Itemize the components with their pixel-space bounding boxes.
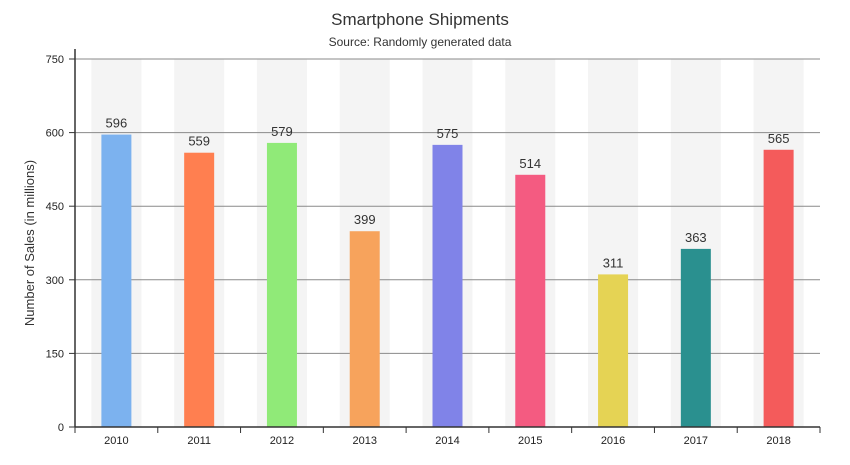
x-tick-label: 2010 (104, 435, 128, 447)
data-label: 565 (768, 131, 790, 146)
bar-2013 (349, 231, 380, 427)
bar-2016 (598, 274, 629, 427)
bar-2010 (101, 134, 132, 427)
data-label: 559 (188, 134, 210, 149)
data-label: 363 (685, 230, 707, 245)
y-tick-label: 150 (46, 348, 64, 360)
bars (101, 134, 794, 428)
bar-2017 (680, 248, 711, 427)
x-tick-label: 2013 (352, 435, 376, 447)
y-tick-label: 450 (46, 201, 64, 213)
y-axis-label: Number of Sales (in millions) (22, 160, 37, 326)
data-labels: 596 559 579 399 575 514 311 363 565 (106, 116, 790, 271)
y-tick-label: 750 (46, 54, 64, 66)
data-label: 596 (106, 116, 128, 131)
data-label: 579 (271, 124, 293, 139)
x-tick-label: 2017 (684, 435, 708, 447)
data-label: 575 (437, 126, 459, 141)
bar-2011 (184, 152, 215, 427)
chart-title: Smartphone Shipments (331, 10, 509, 29)
y-tick-label: 0 (58, 422, 64, 434)
x-tick-label: 2014 (435, 435, 459, 447)
bar-2014 (432, 144, 463, 427)
x-tick-label: 2018 (766, 435, 790, 447)
bar-2015 (515, 174, 546, 427)
x-tick-label: 2016 (601, 435, 625, 447)
chart-subtitle: Source: Randomly generated data (329, 35, 512, 49)
y-tick-label: 300 (46, 275, 64, 287)
x-tick-label: 2015 (518, 435, 542, 447)
bar-2012 (266, 142, 297, 428)
bar-2018 (763, 149, 794, 428)
data-label: 514 (519, 156, 541, 171)
x-tick-label: 2012 (270, 435, 294, 447)
x-tick-labels: 2010 2011 2012 2013 2014 2015 2016 2017 2018 (104, 435, 791, 447)
x-tick-label: 2011 (187, 435, 211, 447)
y-tick-label: 600 (46, 128, 64, 140)
y-tick-labels: 0 150 300 450 600 750 (46, 54, 64, 434)
data-label: 311 (603, 255, 624, 270)
data-label: 399 (354, 212, 376, 227)
axes (69, 49, 821, 433)
